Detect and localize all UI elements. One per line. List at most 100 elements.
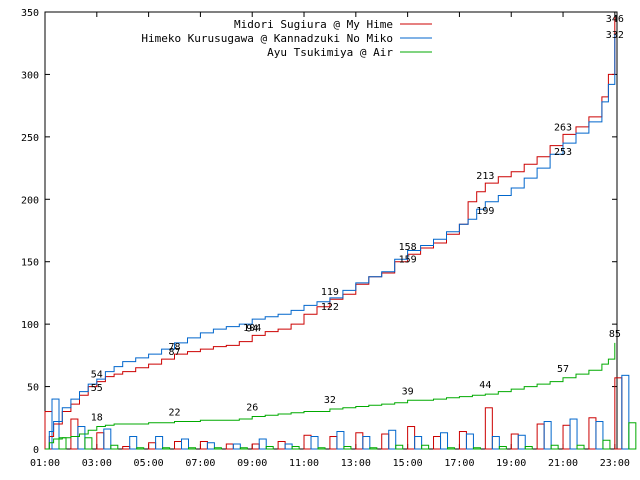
data-label: 85	[609, 329, 621, 340]
y-tick-label: 350	[21, 8, 39, 19]
bar-blue	[258, 438, 267, 450]
x-tick-label: 03:00	[82, 458, 112, 469]
bar-green	[188, 447, 197, 450]
bar-green	[576, 444, 585, 450]
x-tick-label: 05:00	[134, 458, 164, 469]
x-tick-label: 17:00	[444, 458, 474, 469]
bar-blue	[129, 436, 138, 450]
bar-green	[498, 446, 507, 450]
data-label: 22	[168, 408, 180, 419]
bar-green	[162, 447, 171, 450]
bar-red	[407, 426, 416, 450]
bar-blue	[206, 442, 215, 450]
bar-blue	[336, 431, 345, 450]
bar-blue	[77, 426, 86, 450]
bar-green	[395, 444, 404, 450]
data-label: 122	[321, 302, 339, 313]
bar-green	[317, 447, 326, 450]
bar-red	[96, 432, 105, 450]
bar-blue	[103, 428, 112, 450]
hourly-bars	[44, 374, 637, 450]
data-label: 158	[399, 242, 417, 253]
bar-red	[614, 377, 623, 450]
bar-red	[536, 423, 545, 450]
bar-red	[588, 417, 597, 450]
bar-green	[136, 447, 145, 450]
bar-green	[550, 444, 559, 450]
y-tick-label: 250	[21, 133, 39, 144]
bar-red	[225, 443, 234, 450]
bar-green	[84, 437, 93, 450]
bar-green	[602, 439, 611, 450]
bar-green	[472, 447, 481, 450]
bar-green	[421, 444, 430, 450]
y-tick-label: 50	[27, 383, 39, 394]
series-line-0	[45, 17, 616, 450]
data-label: 54	[91, 370, 103, 381]
bar-red	[355, 432, 364, 450]
data-label: 57	[557, 364, 569, 375]
y-tick-label: 300	[21, 70, 39, 81]
x-tick-label: 23:00	[600, 458, 630, 469]
bar-red	[148, 442, 157, 450]
bar-blue	[569, 418, 578, 450]
bar-blue	[595, 421, 604, 450]
data-label: 213	[476, 171, 494, 182]
data-label: 199	[476, 206, 494, 217]
x-axis: 01:00 03:00 05:00 07:00 09:00 11:00 13:00 15:00…	[30, 12, 630, 469]
bar-blue	[388, 429, 397, 450]
data-label: 346	[606, 14, 624, 25]
data-label: 32	[324, 395, 336, 406]
data-label: 104	[243, 323, 261, 334]
y-tick-label: 100	[21, 320, 39, 331]
bar-green	[265, 446, 274, 450]
bar-blue	[232, 443, 241, 450]
bar-green	[213, 447, 222, 450]
bar-red	[44, 411, 53, 450]
bar-green	[369, 447, 378, 450]
bar-red	[433, 436, 442, 450]
bar-green	[524, 446, 533, 450]
bar-blue	[181, 438, 190, 450]
data-label: 18	[91, 413, 103, 424]
bar-red	[562, 424, 571, 450]
bar-blue	[491, 436, 500, 450]
bar-green	[291, 446, 300, 450]
legend-label: Ayu Tsukimiya @ Air	[267, 46, 393, 59]
data-label: 159	[399, 254, 417, 265]
bar-red	[174, 441, 183, 450]
bar-green	[447, 447, 456, 450]
bar-red	[251, 443, 260, 450]
cumulative-lines	[45, 17, 616, 450]
x-tick-label: 19:00	[496, 458, 526, 469]
bar-green	[343, 446, 352, 450]
bar-red	[329, 436, 338, 450]
bar-blue	[284, 443, 293, 450]
bar-green	[239, 447, 248, 450]
bar-blue	[310, 436, 319, 450]
bar-blue	[517, 434, 526, 450]
x-tick-label: 09:00	[237, 458, 267, 469]
x-tick-label: 07:00	[185, 458, 215, 469]
bar-green	[628, 422, 637, 450]
x-tick-label: 21:00	[548, 458, 578, 469]
x-tick-label: 11:00	[289, 458, 319, 469]
bar-red	[484, 407, 493, 450]
bar-blue	[543, 421, 552, 450]
x-tick-label: 01:00	[30, 458, 60, 469]
data-label: 39	[402, 386, 414, 397]
data-label: 78	[168, 342, 180, 353]
legend-label: Himeko Kurusugawa @ Kannadzuki No Miko	[141, 32, 393, 45]
bar-red	[303, 434, 312, 450]
bar-blue	[155, 436, 164, 450]
plot-frame	[44, 11, 618, 450]
y-tick-label: 0	[33, 445, 39, 456]
bar-blue	[414, 436, 423, 450]
data-label: 332	[606, 30, 624, 41]
bar-red	[510, 433, 519, 450]
bar-red	[277, 441, 286, 450]
bar-blue	[621, 374, 630, 450]
data-label: 26	[246, 403, 258, 414]
